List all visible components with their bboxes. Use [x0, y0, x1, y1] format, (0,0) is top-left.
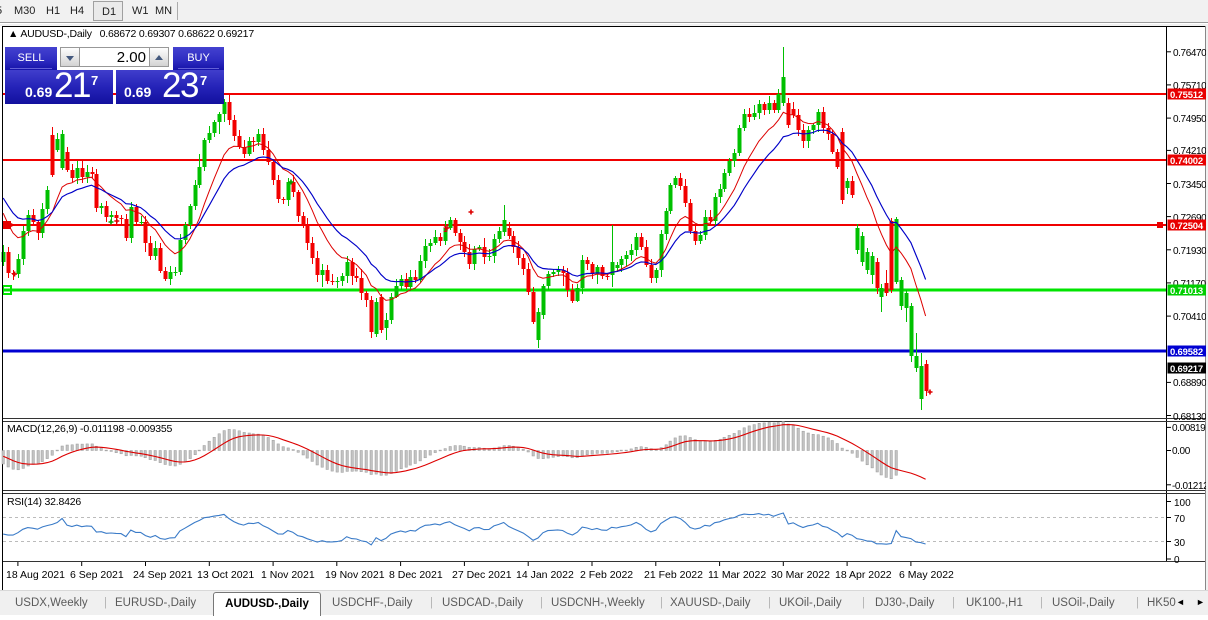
- svg-text:0.74002: 0.74002: [1170, 156, 1203, 167]
- svg-text:18 Apr 2022: 18 Apr 2022: [835, 569, 892, 581]
- svg-text:0.71013: 0.71013: [1170, 286, 1203, 297]
- svg-text:21 Feb 2022: 21 Feb 2022: [644, 569, 703, 581]
- svg-text:0.00: 0.00: [1172, 446, 1191, 457]
- svg-text:100: 100: [1174, 498, 1191, 509]
- svg-text:0.74950: 0.74950: [1173, 114, 1207, 125]
- svg-text:▲ AUDUSD-,Daily 0.68672 0.69: ▲ AUDUSD-,Daily 0.68672 0.69307 0.68622 …: [8, 28, 254, 40]
- svg-text:0.68890: 0.68890: [1173, 378, 1207, 389]
- svg-text:0.75710: 0.75710: [1173, 81, 1207, 92]
- svg-text:0.69582: 0.69582: [1170, 347, 1203, 358]
- svg-text:19 Nov 2021: 19 Nov 2021: [325, 569, 385, 581]
- svg-text:0.73450: 0.73450: [1173, 180, 1207, 191]
- svg-text:13 Oct 2021: 13 Oct 2021: [197, 569, 254, 581]
- svg-text:70: 70: [1174, 514, 1186, 525]
- svg-text:0.72504: 0.72504: [1170, 221, 1204, 232]
- svg-text:1: 1: [443, 225, 448, 234]
- svg-text:RSI(14) 32.8426: RSI(14) 32.8426: [7, 496, 81, 508]
- svg-text:0.68130: 0.68130: [1173, 412, 1207, 423]
- svg-text:8 Dec 2021: 8 Dec 2021: [389, 569, 443, 581]
- svg-text:11 Mar 2022: 11 Mar 2022: [708, 569, 766, 581]
- svg-text:0.74210: 0.74210: [1173, 146, 1207, 157]
- svg-text:0.75512: 0.75512: [1170, 90, 1203, 101]
- svg-text:18 Aug 2021: 18 Aug 2021: [6, 569, 65, 581]
- svg-text:-0.012121: -0.012121: [1172, 481, 1208, 492]
- svg-text:2 Feb 2022: 2 Feb 2022: [580, 569, 633, 581]
- svg-text:6 Sep 2021: 6 Sep 2021: [70, 569, 124, 581]
- svg-text:6 May 2022: 6 May 2022: [899, 569, 954, 581]
- svg-text:0.008197: 0.008197: [1172, 423, 1208, 434]
- svg-text:27 Dec 2021: 27 Dec 2021: [452, 569, 512, 581]
- svg-text:24 Sep 2021: 24 Sep 2021: [133, 569, 193, 581]
- svg-text:0.71930: 0.71930: [1173, 246, 1207, 257]
- svg-text:0.70410: 0.70410: [1173, 312, 1207, 323]
- svg-text:0.76470: 0.76470: [1173, 48, 1207, 59]
- svg-text:0.72690: 0.72690: [1173, 213, 1207, 224]
- svg-text:0.69217: 0.69217: [1170, 364, 1203, 375]
- svg-text:30 Mar 2022: 30 Mar 2022: [771, 569, 830, 581]
- svg-text:0: 0: [1174, 555, 1180, 566]
- svg-text:14 Jan 2022: 14 Jan 2022: [516, 569, 574, 581]
- svg-text:1 Nov 2021: 1 Nov 2021: [261, 569, 315, 581]
- svg-text:30: 30: [1174, 538, 1186, 549]
- svg-text:MACD(12,26,9) -0.011198 -0.009: MACD(12,26,9) -0.011198 -0.009355: [7, 423, 173, 435]
